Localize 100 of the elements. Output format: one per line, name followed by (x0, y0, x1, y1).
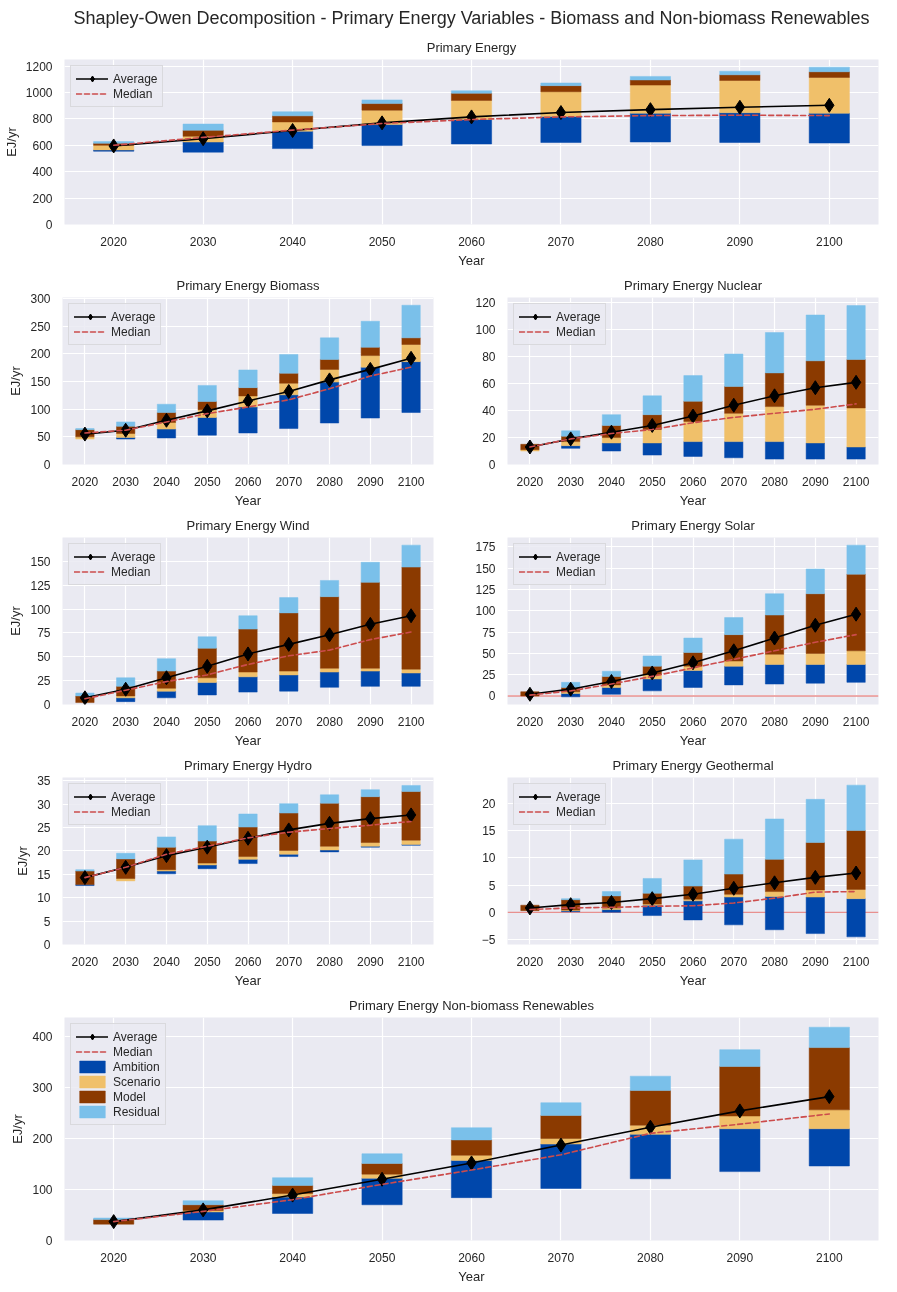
x-tick-label: 2040 (153, 714, 181, 729)
chart-title: Primary Energy Biomass (176, 277, 321, 293)
legend-label: Median (111, 804, 151, 819)
chart-title: Primary Energy Non-biomass Renewables (349, 997, 595, 1013)
y-tick-label: 200 (30, 347, 51, 362)
x-tick-label: 2080 (761, 714, 789, 729)
y-tick-label: 60 (482, 377, 496, 392)
legend-label: Median (556, 804, 596, 819)
legend-label: Ambition (113, 1059, 160, 1074)
x-axis-title: Year (458, 1268, 486, 1284)
y-tick-label: 50 (37, 650, 51, 665)
x-tick-label: 2080 (637, 234, 665, 249)
legend-label: Average (556, 549, 601, 564)
x-tick-label: 2080 (316, 954, 344, 969)
x-axis-title: Year (234, 492, 262, 508)
x-tick-label: 2100 (397, 474, 425, 489)
y-tick-label: 20 (482, 796, 496, 811)
x-tick-label: 2020 (100, 1250, 128, 1265)
x-tick-label: 2070 (275, 954, 303, 969)
x-tick-label: 2040 (153, 474, 181, 489)
legend-label: Average (556, 789, 601, 804)
y-axis-title: EJ/yr (8, 605, 24, 636)
x-tick-label: 2070 (547, 1250, 575, 1265)
x-tick-label: 2020 (516, 714, 544, 729)
x-tick-label: 2020 (516, 474, 544, 489)
x-axis-title: Year (458, 252, 486, 268)
y-tick-label: 400 (32, 1029, 53, 1044)
x-axis-title: Year (679, 492, 707, 508)
y-tick-label: 1200 (25, 59, 53, 74)
y-tick-label: 25 (37, 674, 51, 689)
x-tick-label: 2060 (234, 954, 262, 969)
y-tick-label: 50 (482, 646, 496, 661)
x-tick-label: 2080 (761, 474, 789, 489)
y-tick-label: 100 (32, 1182, 53, 1197)
legend-label: Median (113, 86, 153, 101)
x-tick-label: 2050 (638, 714, 666, 729)
y-tick-label: 1000 (25, 86, 53, 100)
chart-title: Shapley-Owen Decomposition - Primary Energy Variables - Biomass and Non-biomass Renewables (73, 7, 870, 28)
y-tick-label: 40 (482, 404, 496, 419)
x-tick-label: 2030 (557, 954, 585, 969)
x-tick-label: 2030 (112, 714, 140, 729)
y-tick-label: 150 (30, 554, 51, 569)
y-tick-label: 400 (32, 165, 53, 180)
y-tick-label: 75 (37, 626, 51, 641)
x-tick-label: 2020 (516, 954, 544, 969)
x-tick-label: 2060 (234, 474, 262, 489)
x-tick-label: 2070 (547, 234, 575, 249)
x-tick-label: 2090 (726, 1250, 754, 1265)
legend-label: Average (556, 309, 601, 324)
x-tick-label: 2060 (458, 1250, 486, 1265)
x-tick-label: 2040 (279, 1250, 307, 1265)
y-tick-label: 100 (475, 604, 496, 619)
legend-label: Median (111, 564, 151, 579)
x-tick-label: 2040 (279, 234, 307, 249)
y-tick-label: 15 (37, 867, 51, 882)
x-tick-label: 2060 (679, 954, 707, 969)
x-tick-label: 2040 (153, 954, 181, 969)
y-axis-title: EJ/yr (3, 126, 19, 157)
x-tick-label: 2020 (100, 234, 128, 249)
x-tick-label: 2050 (638, 954, 666, 969)
x-tick-label: 2050 (638, 474, 666, 489)
x-axis-title: Year (234, 972, 262, 988)
y-tick-label: 20 (482, 431, 496, 446)
y-tick-label: 300 (32, 1080, 53, 1095)
x-tick-label: 2060 (679, 474, 707, 489)
legend-label: Median (111, 324, 151, 339)
y-tick-label: 175 (475, 540, 496, 555)
y-tick-label: 25 (37, 821, 51, 836)
x-tick-label: 2100 (842, 714, 870, 729)
x-tick-label: 2090 (726, 234, 754, 249)
y-tick-label: 250 (30, 319, 51, 334)
x-tick-label: 2040 (598, 954, 626, 969)
y-tick-label: 50 (37, 430, 51, 445)
legend-label: Median (556, 564, 596, 579)
y-tick-label: 20 (37, 844, 51, 859)
legend-label: Residual (113, 1104, 160, 1119)
y-tick-label: 125 (475, 582, 496, 597)
x-tick-label: 2030 (189, 1250, 217, 1265)
y-tick-label: 100 (475, 323, 496, 338)
x-tick-label: 2080 (316, 714, 344, 729)
y-tick-label: 800 (32, 112, 53, 127)
x-axis-title: Year (679, 732, 707, 748)
x-tick-label: 2090 (356, 474, 384, 489)
y-tick-label: 600 (32, 138, 53, 153)
x-tick-label: 2070 (275, 474, 303, 489)
x-tick-label: 2070 (720, 954, 748, 969)
x-tick-label: 2030 (189, 234, 217, 249)
chart-subtitle: Primary Energy (426, 39, 517, 55)
y-tick-label: 150 (475, 561, 496, 576)
x-tick-label: 2040 (598, 474, 626, 489)
chart-title: Primary Energy Nuclear (624, 277, 763, 293)
x-tick-label: 2100 (815, 234, 843, 249)
x-tick-label: 2030 (557, 474, 585, 489)
x-tick-label: 2030 (557, 714, 585, 729)
y-tick-label: 150 (30, 375, 51, 390)
x-axis-title: Year (679, 972, 707, 988)
x-tick-label: 2060 (679, 714, 707, 729)
x-tick-label: 2030 (112, 954, 140, 969)
y-tick-label: 0 (45, 218, 53, 232)
x-tick-label: 2020 (71, 714, 99, 729)
